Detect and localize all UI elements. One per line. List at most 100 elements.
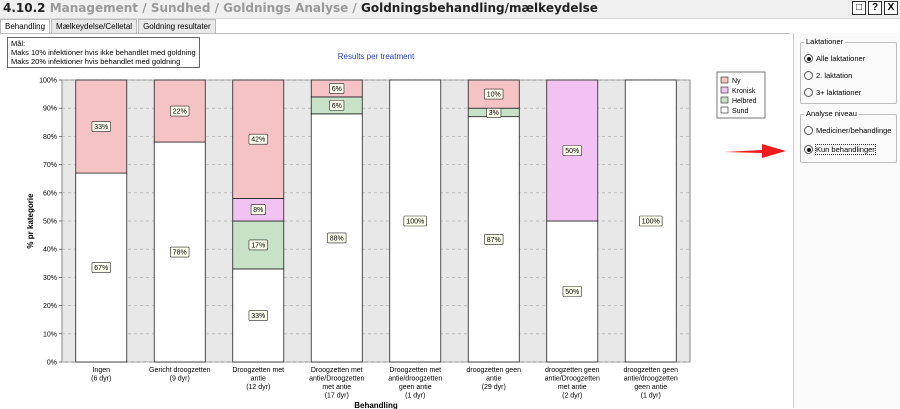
page-number: 4.10.2 xyxy=(3,1,46,15)
breadcrumb-item-goldnings-analyse[interactable]: Goldnings Analyse xyxy=(223,1,349,15)
data-label: 50% xyxy=(565,148,579,155)
close-icon[interactable]: X xyxy=(884,1,898,15)
x-tick-label: antie/droogzetten xyxy=(624,376,678,383)
radio-label: 3+ laktationer xyxy=(816,88,862,97)
y-tick-label: 0% xyxy=(47,360,57,367)
legend-label: Kronisk xyxy=(732,88,756,95)
tab-goldning-resultater[interactable]: Goldning resultater xyxy=(138,19,216,33)
data-label-box xyxy=(170,105,190,117)
y-tick-label: 10% xyxy=(43,331,57,338)
x-tick-label: (17 dyr) xyxy=(325,393,349,400)
x-tick-label: met antie xyxy=(322,384,351,391)
breadcrumb-item-management[interactable]: Management xyxy=(49,1,139,15)
data-label-box xyxy=(639,215,663,227)
radio-2-laktation[interactable]: 2. laktation xyxy=(804,71,852,80)
x-tick-label: (29 dyr) xyxy=(482,384,506,391)
y-tick-label: 100% xyxy=(39,78,57,85)
radio-unselected-icon xyxy=(804,88,813,97)
chart-panel: 0% 10% 20% 30% 40% 50% 60% 70% 80% 90% 100% Results… xyxy=(0,33,790,409)
legend-swatch xyxy=(720,106,729,114)
radio-selected-icon xyxy=(804,145,813,154)
data-label-box xyxy=(403,215,427,227)
radio-mediciner-behandlinger[interactable]: Mediciner/behandlinge xyxy=(804,126,891,135)
x-tick-label: antie/droogzetten xyxy=(388,376,442,383)
data-label-box xyxy=(91,121,111,132)
radio-unselected-icon xyxy=(804,126,813,135)
tab-maelkeydelse-celletal[interactable]: Mælkeydelse/Celletal xyxy=(51,19,138,33)
data-label: 100% xyxy=(406,219,424,226)
data-label: 22% xyxy=(173,109,187,116)
data-label-box xyxy=(327,232,347,244)
data-label-box xyxy=(329,83,345,94)
y-tick-label: 20% xyxy=(43,303,57,310)
analyse-niveau-group: Analyse niveau Mediciner/behandlinge Kun… xyxy=(800,109,897,163)
help-icon[interactable]: ? xyxy=(868,1,882,15)
page-title: Goldningsbehandling/mælkeydelse xyxy=(361,1,598,15)
data-label: 100% xyxy=(642,219,660,226)
data-label: 33% xyxy=(251,313,265,320)
x-tick-label: (6 dyr) xyxy=(91,376,111,383)
data-label: 3% xyxy=(489,110,499,117)
x-tick-label: met antie xyxy=(558,384,587,391)
data-label-box xyxy=(170,246,190,258)
legend-swatch xyxy=(720,86,729,94)
data-label-box xyxy=(248,310,268,321)
radio-3plus-laktationer[interactable]: 3+ laktationer xyxy=(804,88,861,97)
tab-behandling[interactable]: Behandling xyxy=(0,19,51,33)
radio-kun-behandlinger[interactable]: Kun behandlinger xyxy=(804,144,876,155)
laktationer-title: Laktationer xyxy=(804,37,846,46)
x-tick-label: (12 dyr) xyxy=(246,384,270,391)
arrow-shape xyxy=(724,144,786,158)
data-label: 87% xyxy=(487,237,501,244)
x-tick-label: Gericht droogzetten xyxy=(149,367,211,374)
goal-box: Mål: Maks 10% infektioner hvis ikke beha… xyxy=(7,37,200,68)
x-tick-label: antie xyxy=(486,376,501,383)
title-bar: 4.10.2 Management / Sundhed / Goldnings … xyxy=(0,0,900,19)
radio-label: Mediciner/behandlinge xyxy=(816,126,892,135)
legend-label: Sund xyxy=(732,108,748,115)
y-tick-label: 70% xyxy=(43,162,57,169)
x-tick-label: (9 dyr) xyxy=(170,376,190,383)
legend-swatch xyxy=(720,96,729,104)
results-chart: 0% 10% 20% 30% 40% 50% 60% 70% 80% 90% 100% Results… xyxy=(26,52,766,409)
y-tick-label: 60% xyxy=(43,190,57,197)
radio-unselected-icon xyxy=(804,71,813,80)
radio-label: Kun behandlinger xyxy=(815,144,876,155)
x-tick-label: droogzetten geen xyxy=(545,367,600,374)
data-label: 50% xyxy=(565,289,579,296)
data-label-box xyxy=(562,286,582,297)
legend-label: Ny xyxy=(732,78,741,85)
x-tick-label: Droogzetten met xyxy=(232,367,284,374)
radio-label: Alle laktationer xyxy=(816,54,866,63)
data-label-box xyxy=(484,88,504,100)
window-buttons: □ ? X xyxy=(852,1,898,15)
data-label: 10% xyxy=(487,92,501,99)
legend-swatch xyxy=(720,76,729,84)
legend-label: Helbred xyxy=(732,98,757,105)
data-label-box xyxy=(484,234,504,245)
data-label: 88% xyxy=(330,235,344,242)
data-label-box xyxy=(248,133,268,145)
tab-bar: Behandling Mælkeydelse/Celletal Goldning… xyxy=(0,19,217,33)
breadcrumb-separator: / xyxy=(142,1,147,15)
x-tick-label: antie/Droogzetten xyxy=(545,376,600,383)
breadcrumb-separator: / xyxy=(214,1,219,15)
data-label: 8% xyxy=(253,207,263,214)
radio-label: 2. laktation xyxy=(816,71,853,80)
goal-title: Mål: xyxy=(11,39,26,48)
y-tick-label: 40% xyxy=(43,247,57,254)
breadcrumb-item-sundhed[interactable]: Sundhed xyxy=(150,1,211,15)
x-axis-label: Behandling xyxy=(354,401,398,409)
data-label: 33% xyxy=(94,124,108,131)
x-tick-label: droogzetten geen xyxy=(467,367,522,374)
x-tick-label: antie xyxy=(251,376,266,383)
restore-icon[interactable]: □ xyxy=(852,1,866,15)
radio-selected-icon xyxy=(804,54,813,63)
breadcrumb: 4.10.2 Management / Sundhed / Goldnings … xyxy=(3,1,598,15)
data-label-box xyxy=(329,100,345,111)
x-tick-label: (1 dyr) xyxy=(405,393,425,400)
data-label: 42% xyxy=(251,137,265,144)
goal-line-1: Maks 10% infektioner hvis ikke behandlet… xyxy=(11,48,196,57)
chart-title: Results per treatment xyxy=(338,52,415,61)
radio-alle-laktationer[interactable]: Alle laktationer xyxy=(804,54,865,63)
